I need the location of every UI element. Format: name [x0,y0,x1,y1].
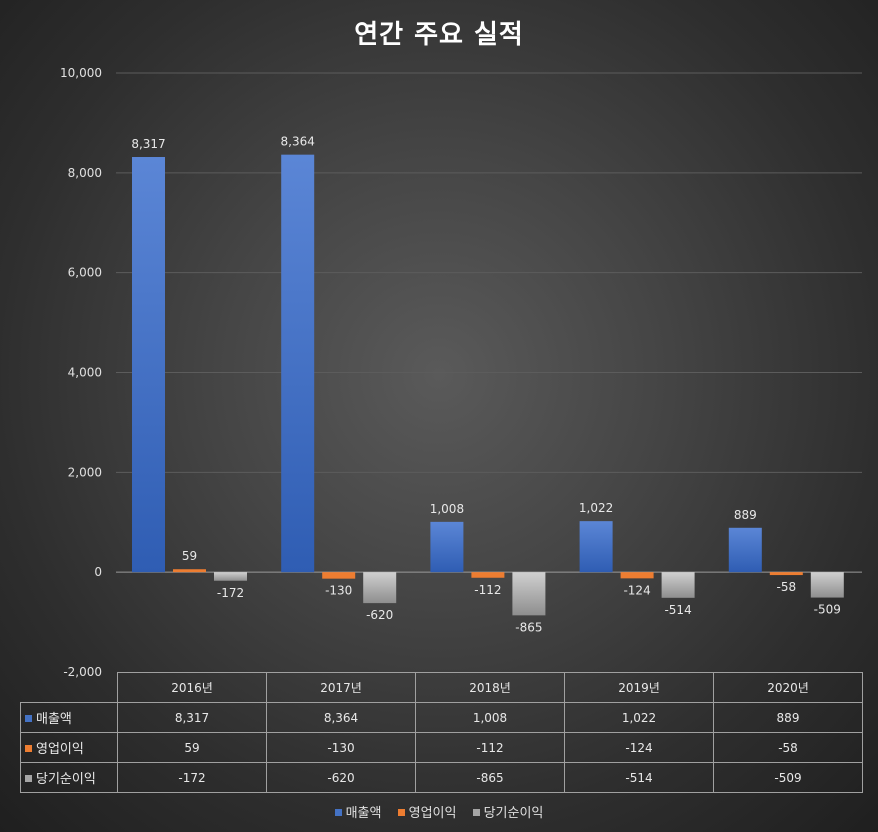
y-tick-label: -2,000 [63,665,102,679]
net-income-swatch-icon [25,775,32,782]
data-table-row-operating-profit: 영업이익 59 -130 -112 -124 -58 [20,732,863,763]
data-table-rowhead-net-income: 당기순이익 [20,762,118,793]
data-table-col-2017: 2017년 [266,672,416,703]
y-tick-label: 6,000 [68,266,102,280]
data-table-rowhead-label: 영업이익 [36,742,84,757]
data-label-operating-profit: -124 [623,583,650,597]
bar-operating-profit [471,572,505,578]
data-label-net-income: -865 [515,620,542,634]
table-cell: 1,008 [415,702,565,733]
operating-profit-swatch-icon [25,745,32,752]
bar-operating-profit [769,572,803,576]
bar-net-income [810,572,844,598]
table-cell: -124 [564,732,714,763]
table-cell: 8,317 [117,702,267,733]
data-table-row-net-income: 당기순이익 -172 -620 -865 -514 -509 [20,762,863,793]
bar-net-income [214,572,247,581]
table-cell: -112 [415,732,565,763]
bar-revenue [430,521,464,573]
bar-revenue [132,157,165,573]
legend-label: 당기순이익 [483,806,544,821]
data-label-net-income: -514 [664,603,691,617]
table-cell: -514 [564,762,714,793]
bar-operating-profit [173,569,206,573]
data-table-col-2020: 2020년 [713,672,863,703]
data-table: 2016년 2017년 2018년 2019년 2020년 매출액 8,317 … [20,672,863,793]
data-label-net-income: -509 [814,603,841,617]
legend-label: 매출액 [345,806,382,821]
data-label-net-income: -172 [217,586,244,600]
data-table-rowhead-revenue: 매출액 [20,702,118,733]
data-table-corner [21,673,118,703]
bar-revenue [728,527,762,573]
legend-operating-profit-swatch-icon [397,809,405,816]
data-label-revenue: 1,022 [579,501,613,515]
legend-label: 영업이익 [408,806,457,821]
table-cell: -620 [266,762,416,793]
table-cell: -172 [117,762,267,793]
revenue-swatch-icon [25,715,32,722]
data-label-revenue: 1,008 [430,502,464,516]
data-table-col-2018: 2018년 [415,672,565,703]
data-label-revenue: 8,364 [281,135,315,149]
y-tick-label: 4,000 [68,366,102,380]
legend-item-revenue: 매출액 [334,802,382,821]
y-tick-label: 10,000 [60,66,102,80]
table-cell: -509 [713,762,863,793]
data-table-rowhead-label: 당기순이익 [36,772,96,787]
legend-revenue-swatch-icon [334,809,342,816]
legend-item-operating-profit: 영업이익 [397,802,457,821]
legend-net-income-swatch-icon [472,809,480,816]
data-table-col-2016: 2016년 [117,672,267,703]
data-table-row-revenue: 매출액 8,317 8,364 1,008 1,022 889 [20,702,863,733]
bar-net-income [512,572,546,616]
table-cell: 889 [713,702,863,733]
y-tick-label: 0 [94,565,102,579]
data-table-rowhead-label: 매출액 [36,712,72,727]
table-cell: 1,022 [564,702,714,733]
data-table-rowhead-operating-profit: 영업이익 [20,732,118,763]
data-table-col-2019: 2019년 [564,672,714,703]
table-cell: 59 [117,732,267,763]
data-label-operating-profit: -58 [776,580,796,594]
y-tick-label: 2,000 [68,465,102,479]
table-cell: -58 [713,732,863,763]
bar-net-income [661,572,695,598]
data-table-header-row: 2016년 2017년 2018년 2019년 2020년 [21,672,863,703]
legend-item-net-income: 당기순이익 [472,802,544,821]
data-label-operating-profit: -130 [325,584,352,598]
bar-revenue [281,154,315,573]
table-cell: 8,364 [266,702,416,733]
data-label-operating-profit: 59 [182,549,197,563]
data-label-operating-profit: -112 [474,583,501,597]
bar-revenue [579,521,613,573]
bar-operating-profit [322,572,356,579]
data-label-net-income: -620 [366,608,393,622]
data-label-revenue: 8,317 [131,137,165,151]
table-cell: -865 [415,762,565,793]
bar-net-income [363,572,397,604]
chart-title: 연간 주요 실적 [354,20,524,50]
bar-operating-profit [620,572,654,579]
chart-legend: 매출액 영업이익 당기순이익 [0,802,878,821]
data-label-revenue: 889 [734,508,757,522]
y-tick-label: 8,000 [68,166,102,180]
table-cell: -130 [266,732,416,763]
